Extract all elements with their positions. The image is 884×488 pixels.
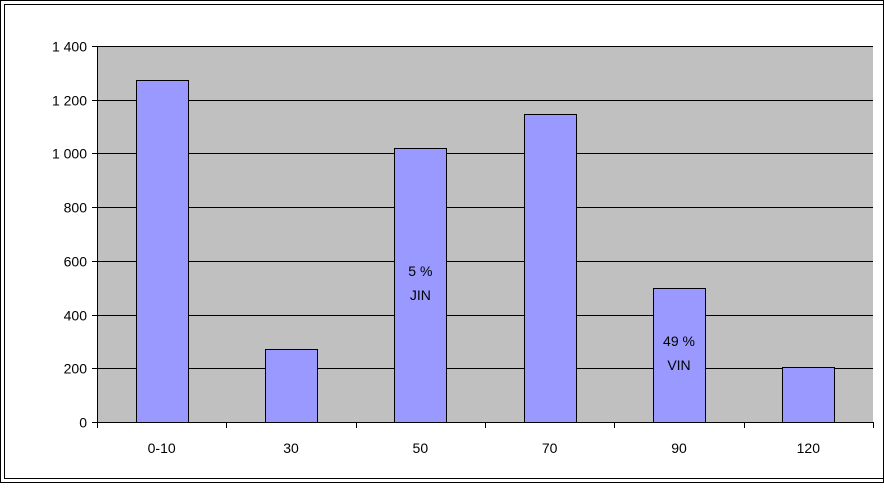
bar [136, 80, 189, 423]
plot-area: 0 200 400 600 800 1 000 1 200 1 400 0-10 30 50 70 90… [52, 39, 874, 456]
bar [265, 349, 318, 423]
y-tick-label: 1 000 [52, 146, 87, 162]
data-annotation: 5 % [408, 263, 432, 279]
x-tick-label: 90 [671, 440, 687, 456]
x-tick-label: 0-10 [148, 440, 176, 456]
data-annotation: 49 % [663, 333, 695, 349]
y-tick-label: 1 400 [52, 39, 87, 55]
x-tick-label: 70 [542, 440, 558, 456]
y-tick-label: 600 [64, 254, 88, 270]
y-tick-label: 800 [64, 200, 88, 216]
bar [782, 367, 835, 423]
y-tick-label: 400 [64, 308, 88, 324]
x-tick-label: 50 [413, 440, 429, 456]
x-tick-label: 30 [283, 440, 299, 456]
x-tick-label: 120 [797, 440, 821, 456]
bar [524, 114, 577, 423]
y-tick-label: 0 [79, 415, 87, 431]
data-annotation: VIN [667, 357, 690, 373]
y-tick-label: 200 [64, 361, 88, 377]
y-tick-label: 1 200 [52, 93, 87, 109]
data-annotation: JIN [410, 287, 431, 303]
bar [394, 148, 447, 423]
plot-background [97, 46, 873, 422]
bar [653, 288, 706, 423]
